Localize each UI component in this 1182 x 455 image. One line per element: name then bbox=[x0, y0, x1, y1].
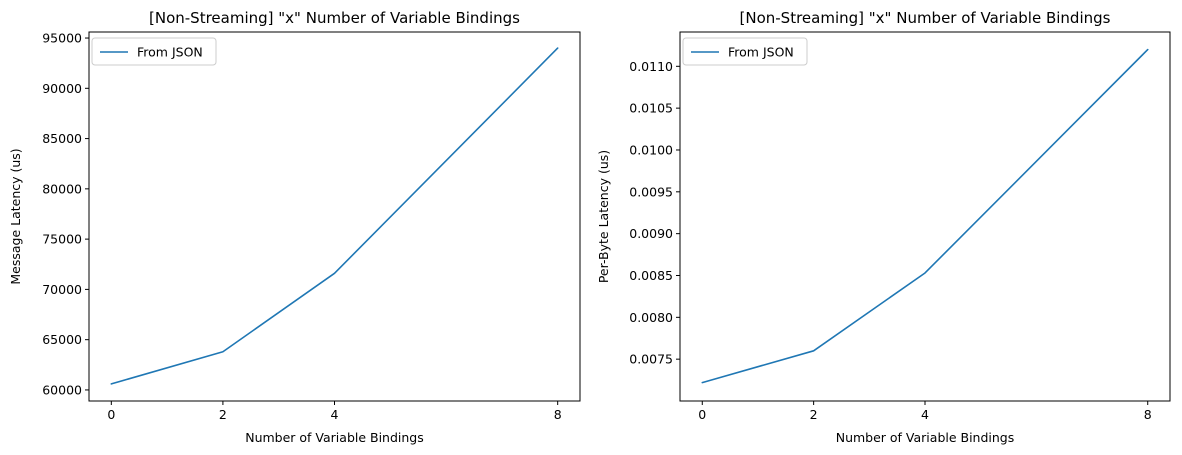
x-tick-label: 4 bbox=[331, 407, 339, 422]
legend-frame bbox=[91, 37, 217, 66]
series-line-1 bbox=[110, 47, 559, 385]
y-tick-label: 70000 bbox=[42, 282, 82, 297]
x-tick-label: 0 bbox=[698, 407, 706, 422]
x-tick-label: 2 bbox=[810, 407, 818, 422]
x-tick-label: 4 bbox=[921, 407, 929, 422]
legend-label: From JSON bbox=[728, 45, 794, 60]
x-tick-label: 8 bbox=[1144, 407, 1152, 422]
legend: From JSON bbox=[682, 37, 808, 66]
x-axis-label: Number of Variable Bindings bbox=[245, 430, 424, 445]
y-tick-label: 0.0095 bbox=[629, 184, 673, 199]
y-axis-label: Per-Byte Latency (us) bbox=[596, 150, 611, 283]
y-tick-label: 0.0080 bbox=[629, 310, 673, 325]
y-tick-label: 0.0105 bbox=[629, 101, 673, 116]
plot-frame bbox=[679, 31, 1171, 402]
x-tick-label: 2 bbox=[219, 407, 227, 422]
series-line-1 bbox=[701, 48, 1149, 384]
y-tick-label: 85000 bbox=[42, 131, 82, 146]
x-tick-label: 8 bbox=[554, 407, 562, 422]
y-tick-label: 95000 bbox=[42, 31, 82, 46]
y-tick-label: 80000 bbox=[42, 181, 82, 196]
x-tick-label: 0 bbox=[107, 407, 115, 422]
legend-frame bbox=[682, 37, 808, 66]
y-tick-label: 0.0090 bbox=[629, 226, 673, 241]
y-axis-label: Message Latency (us) bbox=[8, 148, 23, 284]
chart-panel-1: 0 2 4 8 60000 65000 70000 75000 80000 85000 90000 9… bbox=[8, 9, 581, 445]
y-tick-label: 0.0075 bbox=[629, 352, 673, 367]
y-tick-label: 65000 bbox=[42, 332, 82, 347]
legend-label: From JSON bbox=[137, 45, 203, 60]
y-tick-label: 0.0100 bbox=[629, 142, 673, 157]
chart-title: [Non-Streaming] "x" Number of Variable B… bbox=[149, 9, 520, 27]
legend: From JSON bbox=[91, 37, 217, 66]
plot-frame bbox=[88, 31, 581, 402]
x-axis-label: Number of Variable Bindings bbox=[836, 430, 1015, 445]
chart-panel-2: 0 2 4 8 0.0075 0.0080 0.0085 0.0090 0.0095 0.0100… bbox=[596, 9, 1171, 445]
y-tick-label: 90000 bbox=[42, 81, 82, 96]
y-tick-label: 75000 bbox=[42, 232, 82, 247]
chart-title: [Non-Streaming] "x" Number of Variable B… bbox=[740, 9, 1111, 27]
y-tick-label: 0.0110 bbox=[629, 59, 673, 74]
y-tick-label: 60000 bbox=[42, 382, 82, 397]
y-tick-label: 0.0085 bbox=[629, 268, 673, 283]
